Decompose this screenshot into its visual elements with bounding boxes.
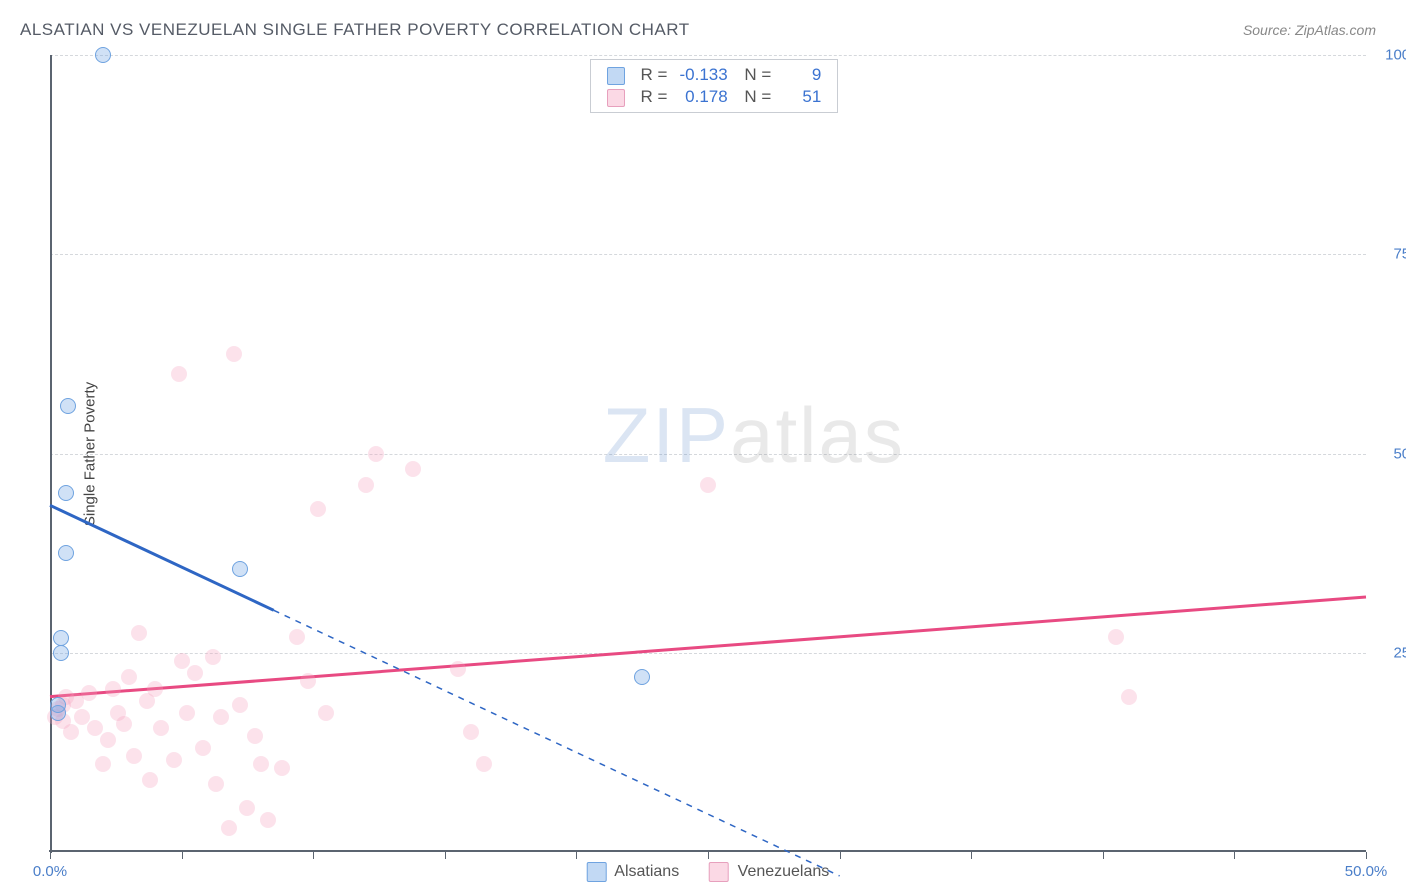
point-venezuelan bbox=[289, 629, 305, 645]
legend-item-venezuelans: Venezuelans bbox=[709, 862, 829, 882]
x-tick bbox=[1103, 852, 1104, 859]
point-venezuelan bbox=[95, 756, 111, 772]
point-venezuelan bbox=[1121, 689, 1137, 705]
point-venezuelan bbox=[126, 748, 142, 764]
point-venezuelan bbox=[405, 461, 421, 477]
legend-item-alsatians: Alsatians bbox=[587, 862, 679, 882]
point-venezuelan bbox=[179, 705, 195, 721]
point-venezuelan bbox=[195, 740, 211, 756]
trendline-alsatians-dashed bbox=[274, 610, 840, 876]
point-venezuelan bbox=[368, 446, 384, 462]
point-venezuelan bbox=[476, 756, 492, 772]
point-venezuelan bbox=[253, 756, 269, 772]
x-tick bbox=[182, 852, 183, 859]
point-alsatian bbox=[53, 630, 69, 646]
point-venezuelan bbox=[300, 673, 316, 689]
y-tick-label: 100.0% bbox=[1385, 47, 1406, 64]
x-tick-label: 50.0% bbox=[1345, 863, 1388, 880]
point-venezuelan bbox=[463, 724, 479, 740]
y-tick-label: 75.0% bbox=[1393, 246, 1406, 263]
x-tick-label: 0.0% bbox=[33, 863, 67, 880]
x-tick bbox=[1366, 852, 1367, 859]
point-venezuelan bbox=[147, 681, 163, 697]
point-venezuelan bbox=[87, 720, 103, 736]
point-venezuelan bbox=[171, 366, 187, 382]
point-venezuelan bbox=[310, 501, 326, 517]
point-venezuelan bbox=[221, 820, 237, 836]
x-tick bbox=[971, 852, 972, 859]
x-tick bbox=[708, 852, 709, 859]
point-alsatian bbox=[58, 485, 74, 501]
x-tick bbox=[50, 852, 51, 859]
point-venezuelan bbox=[174, 653, 190, 669]
point-alsatian bbox=[232, 561, 248, 577]
source-label: Source: ZipAtlas.com bbox=[1243, 22, 1376, 38]
point-venezuelan bbox=[100, 732, 116, 748]
plot-area: Single Father Poverty 25.0%50.0%75.0%100… bbox=[50, 55, 1366, 852]
legend-correlation: R =-0.133 N =9R =0.178 N =51 bbox=[590, 59, 839, 113]
point-venezuelan bbox=[74, 709, 90, 725]
x-tick bbox=[445, 852, 446, 859]
trendline-alsatians-solid bbox=[50, 505, 274, 610]
x-tick bbox=[840, 852, 841, 859]
point-venezuelan bbox=[166, 752, 182, 768]
point-venezuelan bbox=[153, 720, 169, 736]
point-alsatian bbox=[634, 669, 650, 685]
point-alsatian bbox=[53, 645, 69, 661]
x-tick bbox=[576, 852, 577, 859]
point-venezuelan bbox=[131, 625, 147, 641]
point-venezuelan bbox=[450, 661, 466, 677]
point-venezuelan bbox=[239, 800, 255, 816]
y-tick-label: 25.0% bbox=[1393, 644, 1406, 661]
point-venezuelan bbox=[274, 760, 290, 776]
point-venezuelan bbox=[318, 705, 334, 721]
point-venezuelan bbox=[205, 649, 221, 665]
point-venezuelan bbox=[187, 665, 203, 681]
point-alsatian bbox=[60, 398, 76, 414]
point-venezuelan bbox=[105, 681, 121, 697]
x-tick bbox=[313, 852, 314, 859]
point-venezuelan bbox=[142, 772, 158, 788]
point-venezuelan bbox=[116, 716, 132, 732]
point-alsatian bbox=[58, 545, 74, 561]
point-venezuelan bbox=[260, 812, 276, 828]
point-venezuelan bbox=[63, 724, 79, 740]
point-venezuelan bbox=[700, 477, 716, 493]
point-venezuelan bbox=[232, 697, 248, 713]
point-alsatian bbox=[95, 47, 111, 63]
point-venezuelan bbox=[81, 685, 97, 701]
chart-title: ALSATIAN VS VENEZUELAN SINGLE FATHER POV… bbox=[20, 20, 690, 40]
point-venezuelan bbox=[121, 669, 137, 685]
point-venezuelan bbox=[247, 728, 263, 744]
point-alsatian bbox=[50, 697, 66, 713]
point-venezuelan bbox=[213, 709, 229, 725]
legend-series: Alsatians Venezuelans bbox=[587, 862, 830, 882]
point-venezuelan bbox=[208, 776, 224, 792]
point-venezuelan bbox=[1108, 629, 1124, 645]
point-venezuelan bbox=[358, 477, 374, 493]
y-tick-label: 50.0% bbox=[1393, 445, 1406, 462]
x-tick bbox=[1234, 852, 1235, 859]
trendline-venezuelans bbox=[50, 597, 1366, 697]
point-venezuelan bbox=[226, 346, 242, 362]
